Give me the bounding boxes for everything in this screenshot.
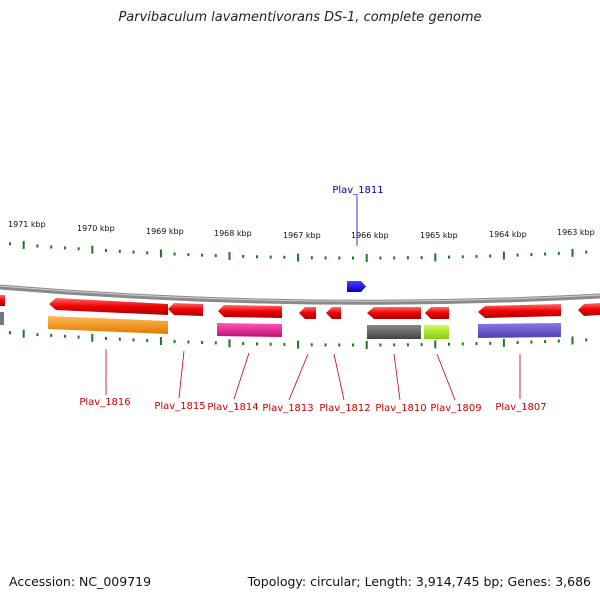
leader-plav-1812 (333, 353, 345, 401)
gene-arrow-plav-1814[interactable] (218, 305, 282, 318)
gene-arrow-left-edge[interactable] (0, 295, 5, 306)
kbp-label-1964: 1964 kbp (489, 230, 527, 239)
feature-bar-plav-1816[interactable] (48, 316, 168, 334)
kbp-scale: 1971 kbp 1970 kbp 1969 kbp 1968 kbp 1967… (8, 220, 595, 240)
accession-text: Accession: NC_009719 (9, 574, 152, 589)
label-plav-1812[interactable]: Plav_1812 (319, 403, 370, 414)
kbp-label-1971: 1971 kbp (8, 220, 46, 229)
genome-summary-text: Topology: circular; Length: 3,914,745 bp… (247, 574, 591, 589)
kbp-label-1967: 1967 kbp (283, 231, 321, 240)
gene-arrow-right-edge[interactable] (578, 303, 600, 316)
gene-arrow-plav-1815[interactable] (168, 303, 203, 316)
feature-bar-left-edge[interactable] (0, 312, 4, 325)
feature-bar-plav-1809[interactable] (424, 325, 449, 339)
feature-bar-plav-1807[interactable] (478, 323, 561, 338)
leader-plav-1815 (178, 350, 185, 399)
leader-plav-1813 (288, 353, 309, 401)
kbp-label-1970: 1970 kbp (77, 224, 115, 233)
label-plav-1816[interactable]: Plav_1816 (79, 397, 130, 408)
leader-plav-1810 (393, 353, 401, 401)
upper-tick-row (9, 240, 588, 262)
kbp-label-1963: 1963 kbp (557, 228, 595, 237)
gene-plav-1811-arrow[interactable] (347, 281, 366, 292)
feature-bar-plav-1810[interactable] (367, 325, 421, 339)
gene-arrow-plav-1813[interactable] (299, 307, 316, 319)
gene-arrow-plav-1812[interactable] (326, 307, 341, 319)
gene-arrow-plav-1807[interactable] (478, 304, 561, 318)
kbp-label-1969: 1969 kbp (146, 227, 184, 236)
label-plav-1809[interactable]: Plav_1809 (430, 403, 481, 414)
label-plav-1814[interactable]: Plav_1814 (207, 402, 258, 413)
feature-bar-plav-1814[interactable] (217, 323, 282, 337)
label-plav-1810[interactable]: Plav_1810 (375, 403, 426, 414)
label-plav-1815[interactable]: Plav_1815 (154, 401, 205, 412)
leader-plav-1809 (436, 353, 456, 401)
genome-backbone-highlight (0, 285, 600, 302)
feature-bars (0, 312, 561, 339)
gene-arrow-plav-1810[interactable] (367, 307, 421, 319)
label-plav-1813[interactable]: Plav_1813 (262, 403, 313, 414)
leader-plav-1814 (233, 352, 250, 400)
genome-title: Parvibaculum lavamentivorans DS-1, compl… (118, 10, 482, 25)
reverse-strand-genes (0, 295, 600, 319)
gene-plav-1811[interactable]: Plav_1811 (332, 185, 384, 292)
gene-arrow-plav-1809[interactable] (425, 307, 449, 319)
genome-backbone (0, 284, 600, 305)
kbp-label-1966: 1966 kbp (351, 231, 389, 240)
label-plav-1807[interactable]: Plav_1807 (495, 402, 546, 413)
gene-arrow-plav-1816[interactable] (49, 298, 168, 315)
gene-labels: Plav_1816 Plav_1815 Plav_1814 Plav_1813 … (79, 349, 547, 414)
gene-plav-1811-label[interactable]: Plav_1811 (332, 185, 383, 196)
kbp-label-1965: 1965 kbp (420, 231, 458, 240)
lower-tick-row (9, 329, 588, 349)
kbp-label-1968: 1968 kbp (214, 229, 252, 238)
